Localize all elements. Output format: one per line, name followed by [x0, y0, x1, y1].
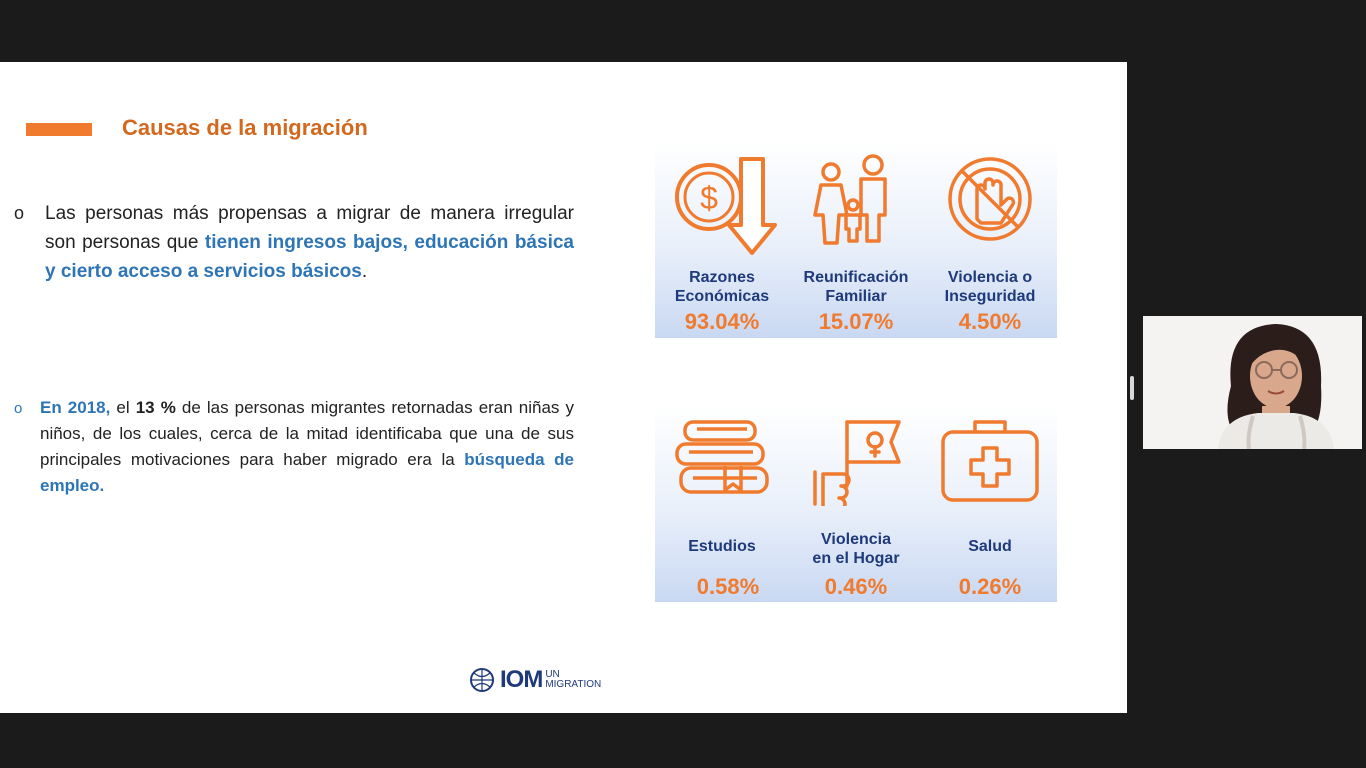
participant-video-tile[interactable]	[1143, 316, 1362, 449]
cell-value: 0.58%	[696, 574, 760, 599]
bullet-marker: o	[14, 203, 25, 223]
bullet-point-2: o En 2018, el 13 % de las personas migra…	[14, 395, 574, 499]
logo-main-text: IOM	[500, 666, 543, 693]
cell-label: Salud	[968, 538, 1012, 555]
cell-label: Violencia o Inseguridad	[944, 269, 1036, 305]
presentation-slide: Causas de la migración o Las personas má…	[0, 62, 1127, 713]
bullet-1-suffix: .	[361, 261, 368, 282]
cell-value: 0.46%	[824, 574, 888, 599]
migration-causes-panel-top: $ Razones Económicas 93.04% Reunificación…	[655, 141, 1057, 338]
un-emblem-icon	[470, 668, 494, 692]
slide-title: Causas de la migración	[122, 115, 368, 140]
books-icon	[675, 420, 769, 494]
family-reunification-cell: Reunificación Familiar 15.07%	[789, 153, 923, 334]
title-accent-bar	[26, 123, 92, 136]
cell-label: Reunificación Familiar	[803, 269, 909, 305]
cell-value: 15.07%	[818, 309, 894, 334]
bullet-1-highlight: tienen ingresos bajos, educación básica …	[45, 232, 574, 282]
studies-cell: Estudios 0.58%	[655, 416, 789, 599]
cell-label: Razones Económicas	[674, 269, 770, 305]
gender-flag-icon	[813, 420, 901, 506]
bullet-2-text: el	[110, 398, 136, 417]
health-cell: Salud 0.26%	[923, 416, 1057, 599]
family-icon	[813, 154, 887, 245]
svg-text:$: $	[700, 180, 718, 216]
bullet-point-1: o Las personas más propensas a migrar de…	[14, 199, 574, 286]
bullet-2-highlight: búsqueda de empleo.	[40, 450, 574, 495]
logo-sub-text: UN MIGRATION	[545, 669, 602, 690]
cell-value: 4.50%	[958, 309, 1022, 334]
cell-value: 0.26%	[958, 574, 1022, 599]
migration-causes-panel-bottom: Estudios 0.58% Violencia en el Hogar 0.46…	[655, 404, 1057, 602]
bullet-1-text: Las personas más propensas a migrar de m…	[45, 203, 574, 253]
stop-hand-icon	[948, 157, 1032, 241]
violence-insecurity-cell: Violencia o Inseguridad 4.50%	[923, 153, 1057, 334]
domestic-violence-cell: Violencia en el Hogar 0.46%	[789, 416, 923, 599]
bullet-2-text-cont: de las personas migrantes retornadas era…	[40, 398, 574, 469]
cell-label: Estudios	[688, 538, 756, 555]
panel-resize-handle[interactable]	[1130, 376, 1134, 400]
presenter-avatar	[1143, 316, 1362, 449]
dollar-down-arrow-icon: $	[675, 157, 777, 255]
cell-value: 93.04%	[684, 309, 760, 334]
bullet-marker: o	[14, 400, 23, 417]
iom-logo: IOM UN MIGRATION	[468, 666, 602, 693]
economic-reasons-cell: $ Razones Económicas 93.04%	[655, 153, 789, 334]
cell-label: Violencia en el Hogar	[812, 531, 900, 567]
bullet-2-year: En 2018,	[40, 398, 111, 417]
first-aid-kit-icon	[941, 420, 1039, 502]
bullet-2-percentage: 13 %	[135, 398, 176, 417]
